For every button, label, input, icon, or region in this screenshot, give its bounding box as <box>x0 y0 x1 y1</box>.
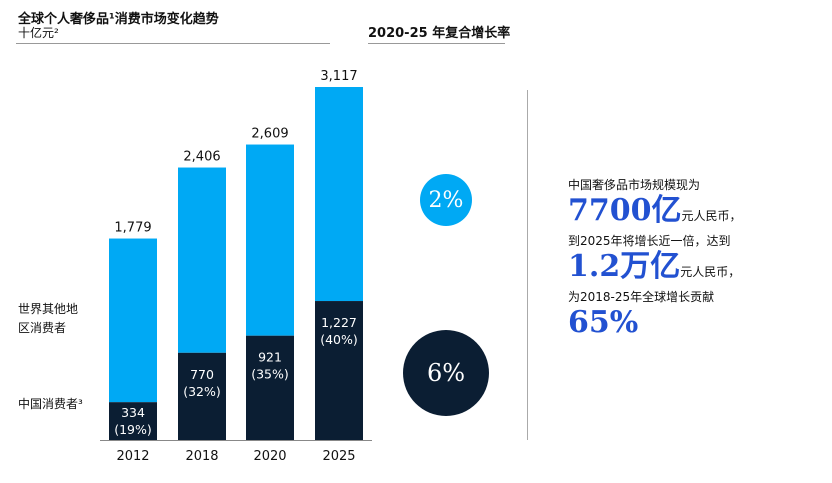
bar-china <box>178 352 226 440</box>
divider <box>368 43 505 44</box>
bar-china <box>315 301 363 440</box>
bar-rest-of-world <box>109 238 157 403</box>
callout-unit-2: 元人民币， <box>680 265 741 279</box>
callout-big1: 7700亿元人民币， <box>568 194 818 233</box>
china-value-label: (35%) <box>251 367 289 382</box>
china-value-label: 1,227 <box>321 315 357 330</box>
callout-line3: 为2018-25年全球增长贡献 <box>568 290 715 304</box>
china-value-label: 334 <box>121 405 145 420</box>
x-tick-label: 2025 <box>322 449 355 464</box>
total-label: 2,609 <box>251 127 288 142</box>
x-tick-label: 2018 <box>185 449 218 464</box>
callout-line2: 到2025年将增长近一倍，达到 <box>568 234 731 248</box>
x-tick-label: 2012 <box>116 449 149 464</box>
cagr-china-circle: 6% <box>403 330 489 416</box>
callout-value-1: 7700亿 <box>568 193 682 228</box>
cagr-title: 2020-25 年复合增长率 <box>368 26 511 41</box>
callout-big2: 1.2万亿元人民币， <box>568 250 818 289</box>
total-label: 1,779 <box>114 221 151 236</box>
vertical-divider <box>527 90 528 440</box>
x-tick-label: 2020 <box>253 449 286 464</box>
cagr-rest-circle: 2% <box>420 174 472 226</box>
bar-rest-of-world <box>178 167 226 353</box>
chart-title: 全球个人奢侈品¹消费市场变化趋势 <box>18 12 219 27</box>
total-label: 3,117 <box>320 69 357 84</box>
china-value-label: 921 <box>258 350 282 365</box>
bar-china <box>109 402 157 440</box>
total-label: 2,406 <box>183 150 220 165</box>
legend-china: 中国消费者³ <box>18 397 83 411</box>
china-value-label: (40%) <box>320 332 358 347</box>
callout: 中国奢侈品市场规模现为 7700亿元人民币， 到2025年将增长近一倍，达到 1… <box>568 177 818 340</box>
divider <box>16 43 330 44</box>
callout-big3: 65% <box>568 305 639 340</box>
callout-value-2: 1.2万亿 <box>568 249 681 284</box>
unit-label: 十亿元² <box>18 26 59 40</box>
bar-rest-of-world <box>246 144 294 336</box>
china-value-label: (32%) <box>183 384 221 399</box>
callout-line1: 中国奢侈品市场规模现为 <box>568 178 701 192</box>
legend-rest-of-world: 世界其他地 区消费者 <box>18 302 79 335</box>
bar-rest-of-world <box>315 87 363 302</box>
china-value-label: (19%) <box>114 422 152 437</box>
bar-china <box>246 335 294 440</box>
china-value-label: 770 <box>190 367 214 382</box>
callout-unit-1: 元人民币， <box>681 209 742 223</box>
